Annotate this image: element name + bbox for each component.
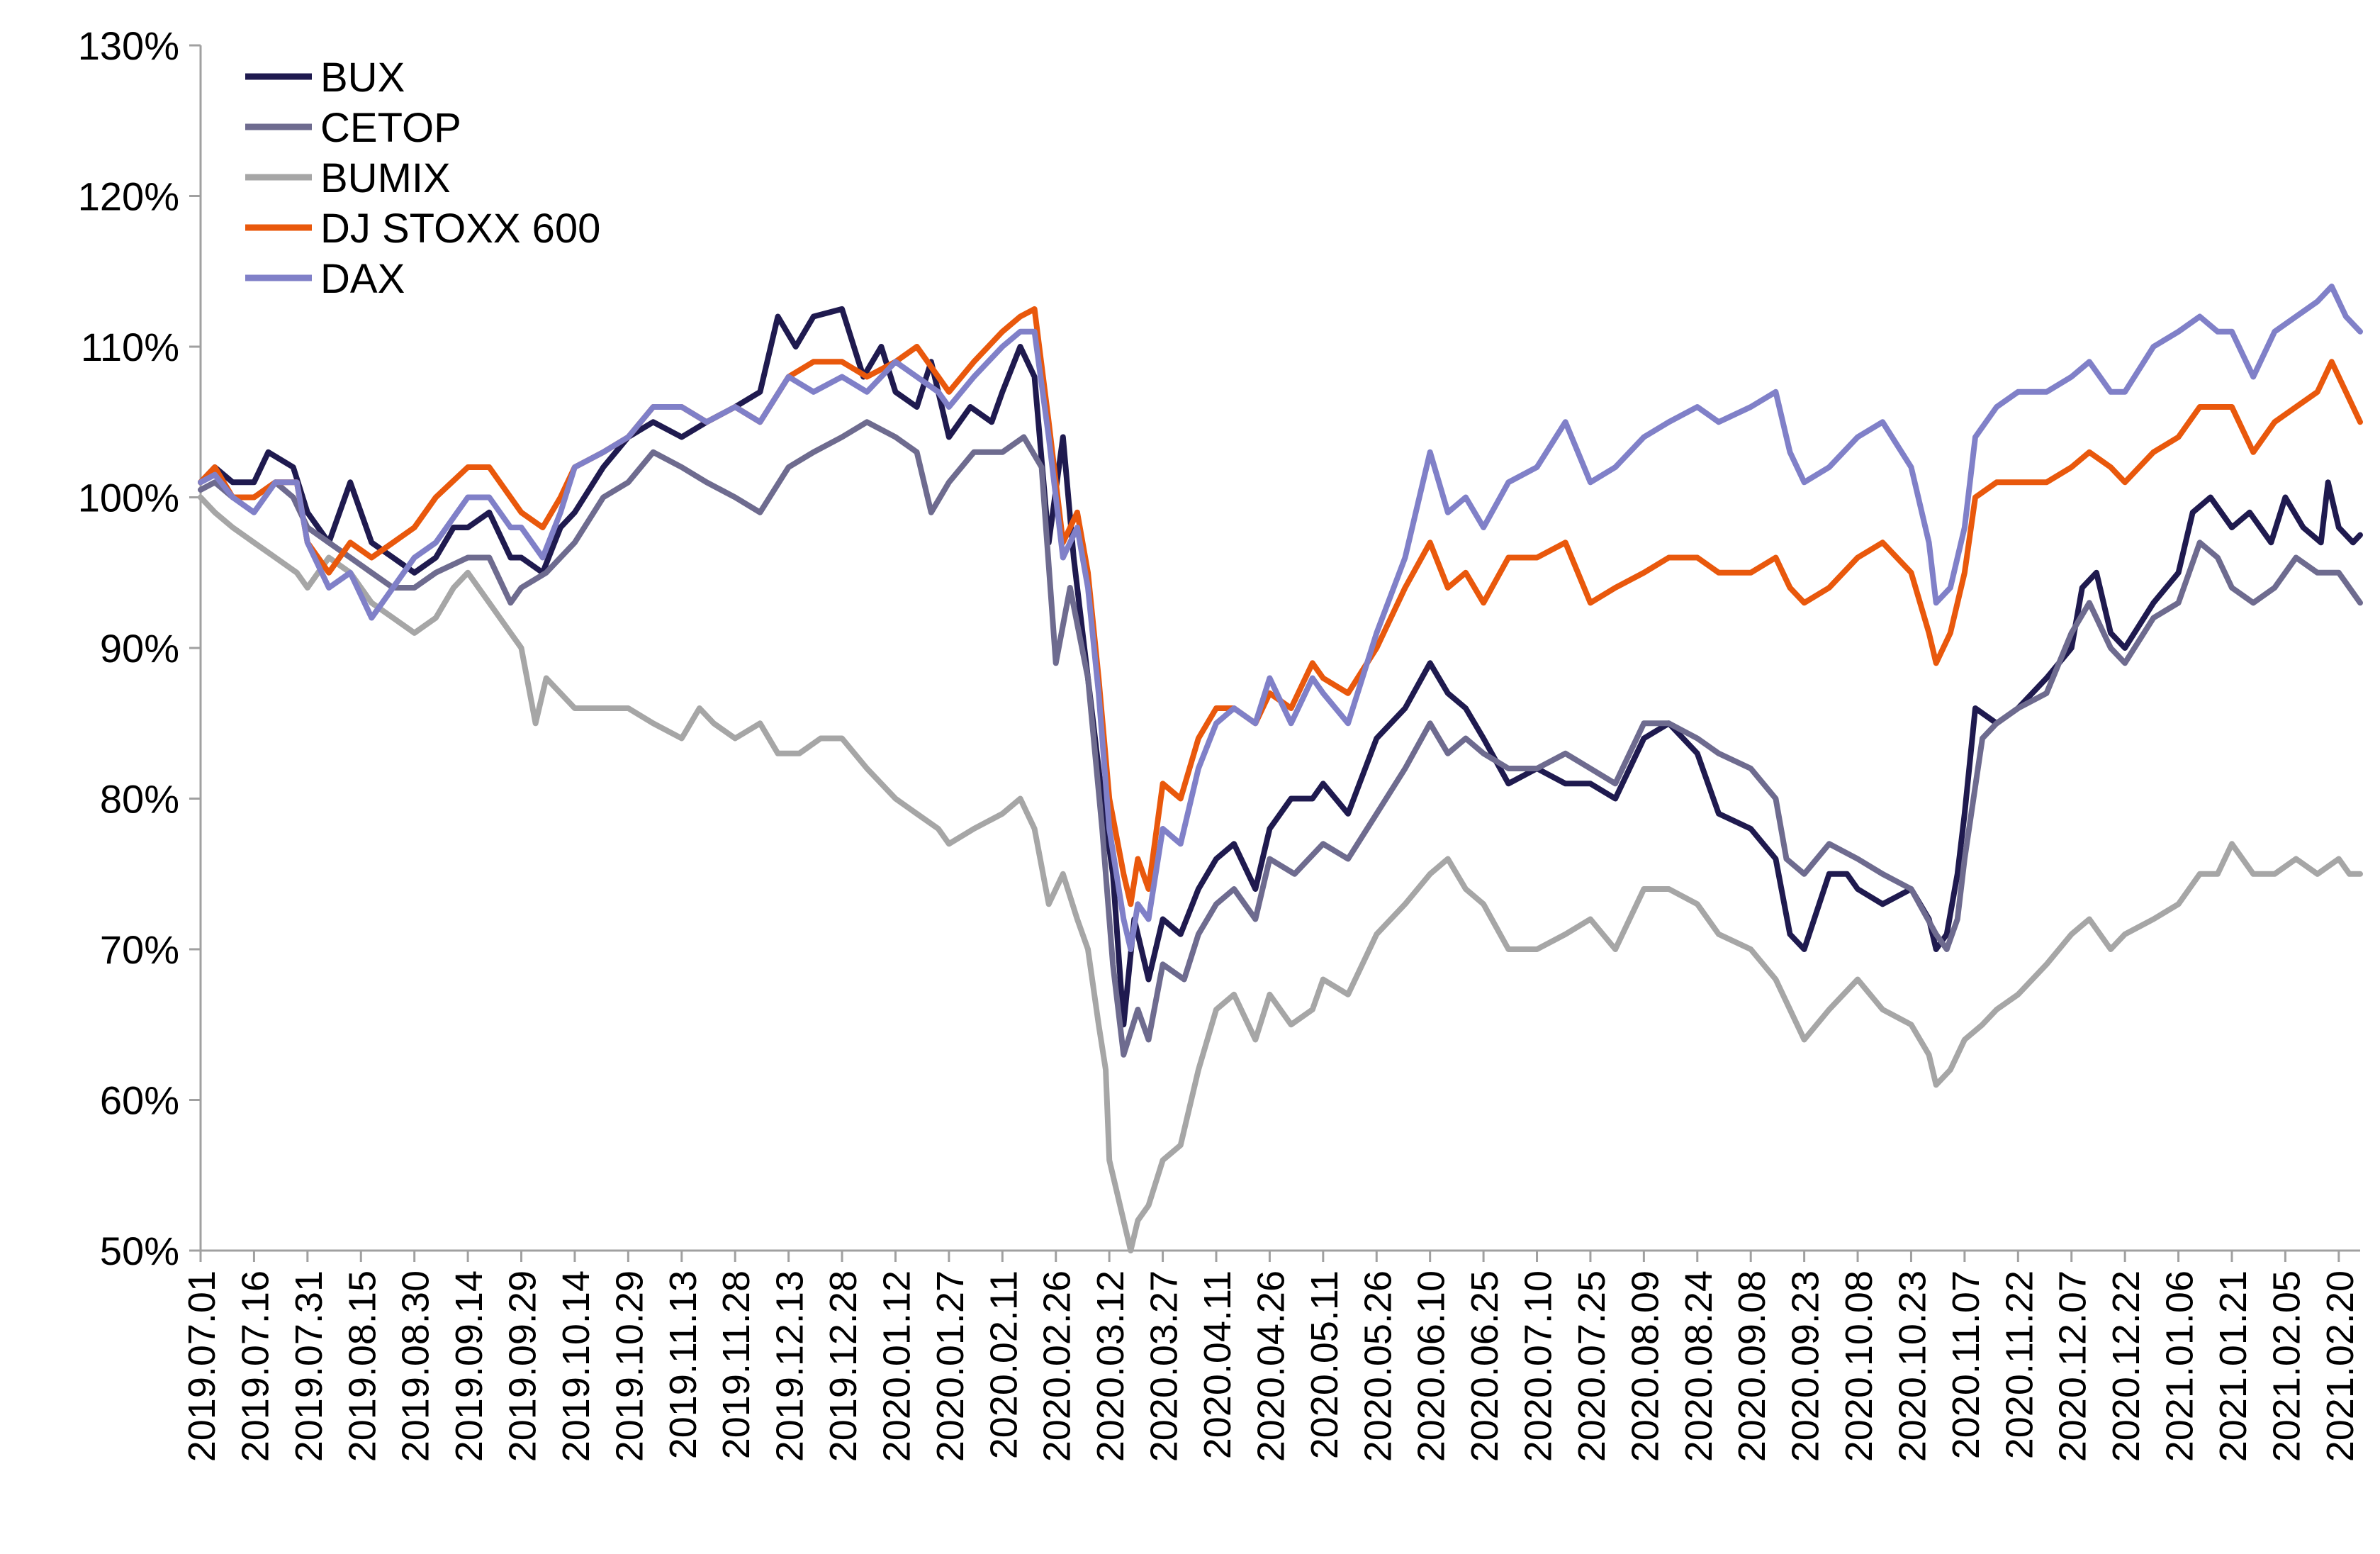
y-tick-label: 120% [78, 174, 179, 219]
y-tick-label: 110% [81, 325, 179, 369]
x-tick-label: 2020.07.25 [1571, 1270, 1613, 1462]
series-line-dax [198, 284, 2363, 952]
y-tick-label: 80% [100, 777, 179, 822]
series-layer [198, 284, 2363, 1253]
x-tick-label: 2020.11.07 [1945, 1270, 1987, 1459]
x-tick-label: 2020.05.26 [1357, 1270, 1399, 1462]
x-tick-label: 2019.07.01 [181, 1270, 223, 1462]
x-tick-label: 2020.04.26 [1250, 1270, 1292, 1462]
x-tick-label: 2019.12.28 [822, 1270, 865, 1462]
x-tick-label: 2020.02.26 [1036, 1270, 1079, 1462]
x-tick-label: 2021.02.20 [2319, 1270, 2362, 1462]
x-tick-label: 2020.06.25 [1464, 1270, 1506, 1462]
axes: 130% 120% 110% 100% 90% 80% 70% 60% 50%2019.07.0… [78, 23, 2362, 1462]
x-tick-label: 2019.08.30 [395, 1270, 437, 1462]
x-tick-label: 2019.07.16 [234, 1270, 276, 1462]
x-tick-label: 2021.02.05 [2265, 1270, 2308, 1462]
y-tick-label: 60% [100, 1078, 179, 1123]
x-tick-label: 2019.09.29 [502, 1270, 544, 1462]
x-tick-label: 2019.09.14 [448, 1270, 490, 1462]
x-tick-label: 2019.12.13 [769, 1270, 812, 1462]
x-tick-label: 2021.01.06 [2159, 1270, 2201, 1462]
x-tick-label: 2019.11.28 [715, 1270, 758, 1459]
y-tick-label: 100% [78, 476, 179, 520]
x-tick-label: 2020.09.08 [1731, 1270, 1773, 1462]
x-tick-label: 2020.10.08 [1838, 1270, 1880, 1462]
y-tick-label: 70% [100, 927, 179, 972]
x-tick-label: 2020.03.27 [1143, 1270, 1186, 1462]
x-tick-label: 2020.09.23 [1785, 1270, 1827, 1462]
legend-label: BUX [320, 55, 405, 101]
legend-label: DAX [320, 256, 405, 302]
x-tick-label: 2020.01.27 [929, 1270, 972, 1462]
x-tick-label: 2020.02.11 [982, 1270, 1025, 1459]
x-tick-label: 2020.12.22 [2105, 1270, 2148, 1462]
x-tick-label: 2019.11.13 [662, 1270, 705, 1459]
legend-label: DJ STOXX 600 [320, 206, 600, 252]
x-tick-label: 2020.05.11 [1303, 1270, 1346, 1459]
y-tick-label: 130% [78, 23, 179, 68]
y-tick-label: 50% [100, 1229, 179, 1273]
x-tick-label: 2019.08.15 [341, 1270, 383, 1462]
x-tick-label: 2019.10.29 [608, 1270, 651, 1462]
x-tick-label: 2020.04.11 [1196, 1270, 1239, 1459]
x-tick-label: 2020.01.12 [875, 1270, 918, 1462]
y-tick-label: 90% [100, 626, 179, 671]
x-tick-label: 2020.07.10 [1517, 1270, 1560, 1462]
x-tick-label: 2020.12.07 [2052, 1270, 2094, 1462]
series-line-cetop [198, 419, 2363, 1058]
legend-label: CETOP [320, 105, 461, 151]
x-tick-label: 2019.07.31 [288, 1270, 330, 1462]
x-tick-label: 2020.06.10 [1410, 1270, 1453, 1462]
x-tick-label: 2020.11.22 [1998, 1270, 2041, 1459]
x-tick-label: 2021.01.21 [2212, 1270, 2255, 1462]
legend-label: BUMIX [320, 155, 451, 201]
x-tick-label: 2020.03.12 [1089, 1270, 1132, 1462]
series-line-bux [198, 306, 2363, 1028]
x-tick-label: 2019.10.14 [555, 1270, 597, 1462]
x-tick-label: 2020.08.24 [1678, 1270, 1720, 1462]
x-tick-label: 2020.08.09 [1624, 1270, 1666, 1462]
series-line-bumix [198, 494, 2363, 1253]
x-tick-label: 2020.10.23 [1891, 1270, 1933, 1462]
